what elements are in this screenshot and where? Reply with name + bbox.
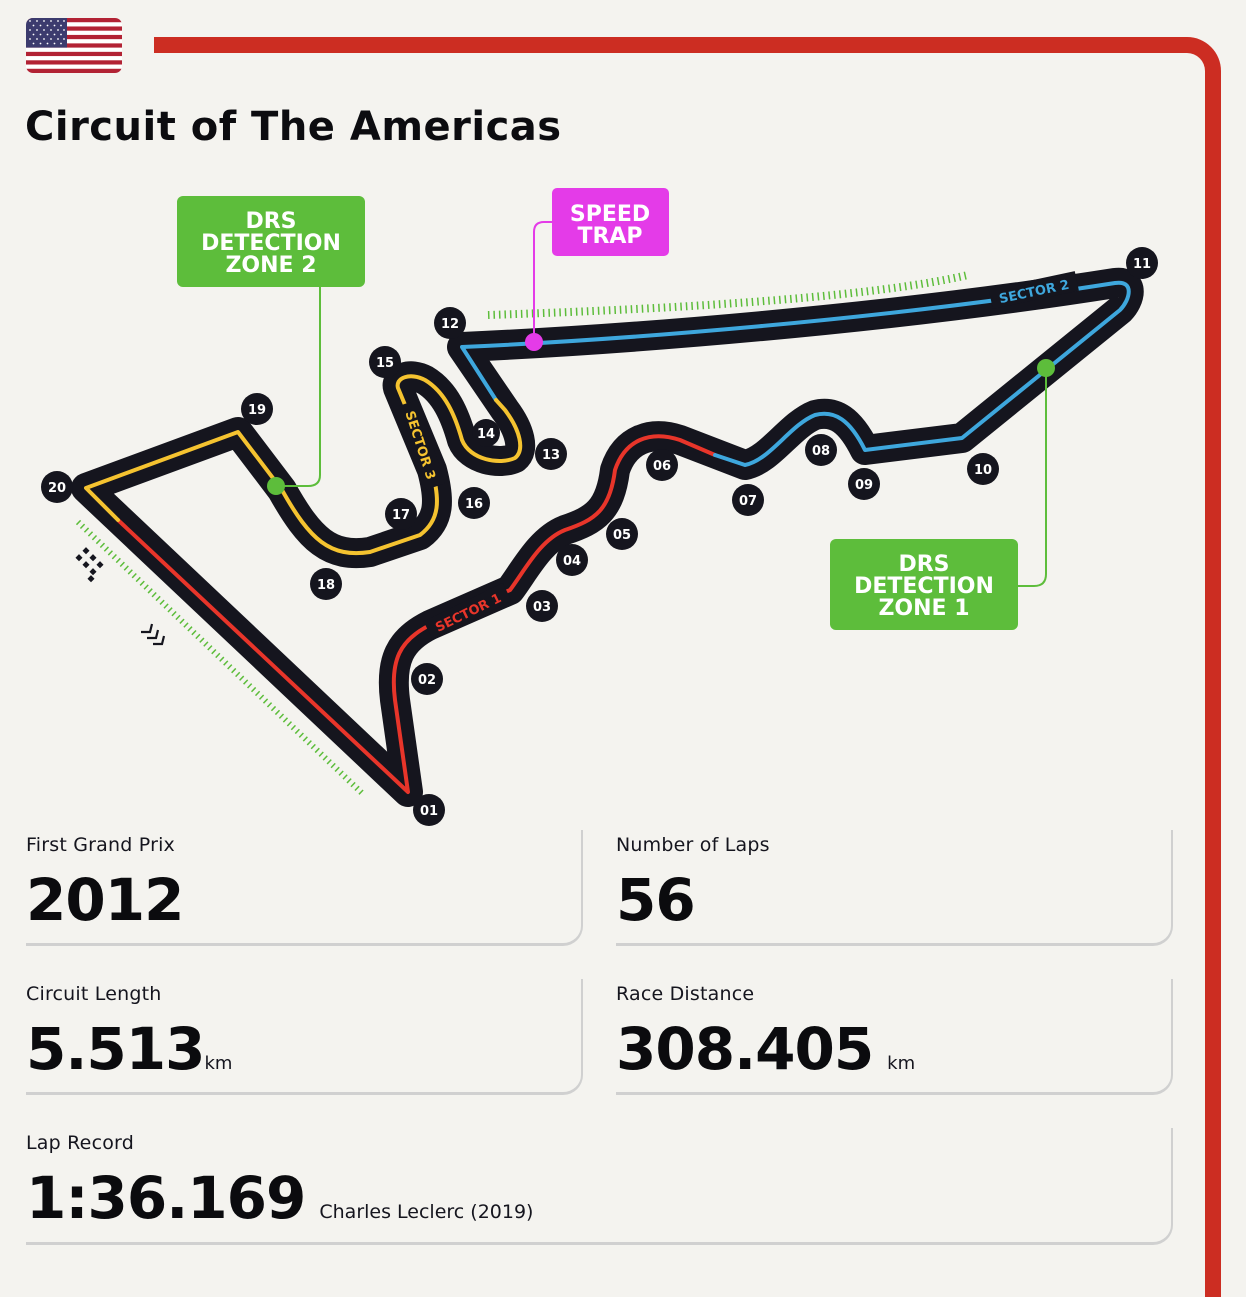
turn-12: 12 xyxy=(434,307,466,339)
turn-05: 05 xyxy=(606,518,638,550)
drs-zone-1-label: DRS DETECTION ZONE 1 xyxy=(830,539,1018,630)
turn-09: 09 xyxy=(848,468,880,500)
stat-value: 1:36.169 xyxy=(26,1164,306,1232)
stat-circuit-length: Circuit Length 5.513km xyxy=(26,979,583,1095)
direction-chevrons-icon xyxy=(141,623,166,646)
checkered-flag-icon xyxy=(75,547,104,583)
svg-text:ZONE 2: ZONE 2 xyxy=(225,253,316,278)
svg-text:DETECTION: DETECTION xyxy=(854,574,994,599)
speed-trap-label: SPEED TRAP xyxy=(552,188,669,256)
stat-value: 56 xyxy=(616,866,696,934)
svg-text:13: 13 xyxy=(542,448,560,463)
svg-text:11: 11 xyxy=(1133,257,1151,272)
svg-text:06: 06 xyxy=(653,459,671,474)
drs1-leader xyxy=(1018,368,1047,587)
speed-trap-point xyxy=(525,333,543,351)
stat-unit: km xyxy=(887,1053,916,1074)
stat-label: Number of Laps xyxy=(616,834,770,856)
svg-text:TRAP: TRAP xyxy=(577,224,642,249)
stat-value: 5.513 xyxy=(26,1015,205,1083)
stat-label: Circuit Length xyxy=(26,983,162,1005)
turn-04: 04 xyxy=(556,544,588,576)
svg-text:ZONE 1: ZONE 1 xyxy=(878,596,969,621)
turn-17: 17 xyxy=(385,498,417,530)
sector2-line xyxy=(460,280,1131,467)
track-map: .lbl{font-family:"DejaVu Sans",sans-seri… xyxy=(41,188,1158,826)
drs1-point xyxy=(1037,359,1055,377)
svg-text:03: 03 xyxy=(533,600,551,615)
stat-label: Race Distance xyxy=(616,983,755,1005)
svg-text:14: 14 xyxy=(477,427,495,442)
turn-08: 08 xyxy=(805,434,837,466)
svg-text:01: 01 xyxy=(420,804,438,819)
svg-text:18: 18 xyxy=(317,578,335,593)
drs-zone-main-straight xyxy=(75,519,367,798)
svg-text:09: 09 xyxy=(855,478,873,493)
svg-text:07: 07 xyxy=(739,494,757,509)
stat-first-grand-prix: First Grand Prix 2012 xyxy=(26,830,583,946)
turn-07: 07 xyxy=(732,484,764,516)
turn-02: 02 xyxy=(411,663,443,695)
turn-19: 19 xyxy=(241,393,273,425)
svg-text:DRS: DRS xyxy=(245,209,296,234)
drs2-leader xyxy=(276,286,321,487)
sector3-line xyxy=(84,374,523,555)
stat-unit: km xyxy=(204,1053,233,1074)
svg-text:DETECTION: DETECTION xyxy=(201,231,341,256)
svg-text:12: 12 xyxy=(441,317,459,332)
turn-03: 03 xyxy=(526,590,558,622)
lap-record-holder: Charles Leclerc (2019) xyxy=(319,1201,534,1223)
turn-20: 20 xyxy=(41,471,73,503)
svg-text:15: 15 xyxy=(376,356,394,371)
svg-text:04: 04 xyxy=(563,554,581,569)
turn-01: 01 xyxy=(413,794,445,826)
turn-10: 10 xyxy=(967,453,999,485)
svg-text:02: 02 xyxy=(418,673,436,688)
stat-label: Lap Record xyxy=(26,1132,134,1154)
svg-text:10: 10 xyxy=(974,463,992,478)
svg-text:08: 08 xyxy=(812,444,830,459)
speed-trap-leader xyxy=(533,221,552,342)
svg-text:SPEED: SPEED xyxy=(570,202,650,227)
svg-text:20: 20 xyxy=(48,481,66,496)
svg-text:19: 19 xyxy=(248,403,266,418)
stat-number-of-laps: Number of Laps 56 xyxy=(616,830,1173,946)
sector1-line xyxy=(116,434,717,794)
stat-value: 308.405 xyxy=(616,1015,874,1083)
stat-race-distance: Race Distance 308.405 km xyxy=(616,979,1173,1095)
turn-06: 06 xyxy=(646,449,678,481)
turn-16: 16 xyxy=(458,487,490,519)
stat-lap-record: Lap Record 1:36.169 Charles Leclerc (2019… xyxy=(26,1128,1173,1245)
circuit-title: Circuit of The Americas xyxy=(25,104,562,150)
svg-text:DRS: DRS xyxy=(898,552,949,577)
turn-15: 15 xyxy=(369,346,401,378)
turn-13: 13 xyxy=(535,438,567,470)
turn-11: 11 xyxy=(1126,247,1158,279)
turn-18: 18 xyxy=(310,568,342,600)
turn-markers: 01 02 03 04 05 06 07 08 09 10 11 12 13 1… xyxy=(41,247,1158,826)
stat-label: First Grand Prix xyxy=(26,834,176,856)
accent-frame xyxy=(154,37,1221,1297)
stat-value: 2012 xyxy=(26,866,184,934)
svg-text:17: 17 xyxy=(392,508,410,523)
turn-14: 14 xyxy=(472,419,500,447)
drs-zone-2-label: DRS DETECTION ZONE 2 xyxy=(177,196,365,287)
drs2-point xyxy=(267,477,285,495)
us-flag-icon xyxy=(26,18,122,73)
svg-text:16: 16 xyxy=(465,497,483,512)
svg-text:05: 05 xyxy=(613,528,631,543)
